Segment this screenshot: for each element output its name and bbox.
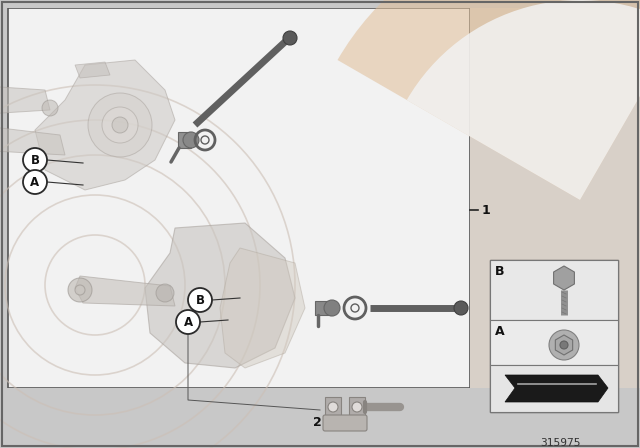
Text: A: A	[495, 325, 504, 338]
Text: 315975: 315975	[540, 438, 580, 448]
Circle shape	[183, 132, 199, 148]
Circle shape	[324, 300, 340, 316]
Text: A: A	[184, 315, 193, 328]
Text: B: B	[195, 293, 205, 306]
Polygon shape	[0, 125, 65, 155]
Polygon shape	[75, 62, 110, 78]
Circle shape	[454, 301, 468, 315]
Polygon shape	[145, 223, 295, 368]
Polygon shape	[0, 85, 50, 115]
Circle shape	[352, 402, 362, 412]
Polygon shape	[349, 397, 365, 417]
Circle shape	[549, 330, 579, 360]
Wedge shape	[407, 0, 640, 200]
Text: 1: 1	[482, 203, 491, 216]
Polygon shape	[220, 248, 305, 368]
Circle shape	[560, 341, 568, 349]
Text: B: B	[495, 265, 504, 278]
Circle shape	[156, 284, 174, 302]
Circle shape	[188, 288, 212, 312]
Circle shape	[283, 31, 297, 45]
Circle shape	[102, 107, 138, 143]
Polygon shape	[315, 301, 332, 315]
Circle shape	[328, 402, 338, 412]
Polygon shape	[505, 375, 608, 402]
FancyBboxPatch shape	[8, 8, 470, 388]
Circle shape	[68, 278, 92, 302]
FancyBboxPatch shape	[323, 415, 367, 431]
Polygon shape	[325, 397, 341, 417]
Circle shape	[75, 285, 85, 295]
Polygon shape	[554, 266, 574, 290]
FancyBboxPatch shape	[470, 0, 640, 448]
FancyBboxPatch shape	[490, 320, 618, 365]
Polygon shape	[556, 335, 573, 355]
Polygon shape	[35, 60, 175, 190]
Polygon shape	[75, 276, 175, 306]
Wedge shape	[337, 0, 640, 200]
FancyBboxPatch shape	[490, 260, 618, 320]
FancyBboxPatch shape	[0, 388, 640, 448]
Circle shape	[112, 117, 128, 133]
Text: B: B	[31, 154, 40, 167]
Circle shape	[23, 170, 47, 194]
Circle shape	[176, 310, 200, 334]
FancyBboxPatch shape	[0, 0, 640, 8]
Circle shape	[23, 148, 47, 172]
FancyBboxPatch shape	[490, 260, 618, 412]
Text: A: A	[31, 176, 40, 189]
Polygon shape	[178, 132, 191, 148]
Circle shape	[42, 100, 58, 116]
Text: 2: 2	[312, 417, 321, 430]
FancyBboxPatch shape	[490, 365, 618, 412]
Circle shape	[88, 93, 152, 157]
